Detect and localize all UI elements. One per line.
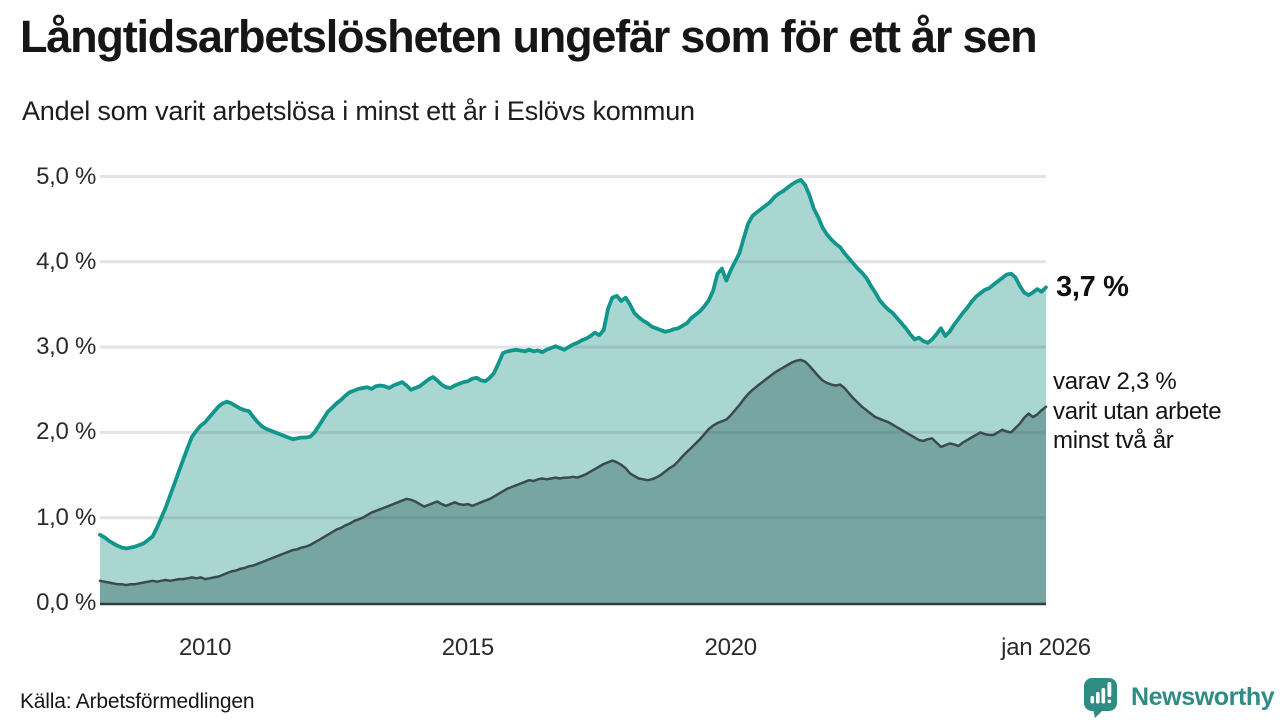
x-tick-label: 2010 bbox=[179, 634, 232, 661]
chart-subtitle: Andel som varit arbetslösa i minst ett å… bbox=[22, 96, 695, 126]
annotation-line: varit utan arbete bbox=[1053, 397, 1222, 425]
series-annotation: varav 2,3 % varit utan arbete minst två … bbox=[1053, 367, 1222, 456]
line-series bbox=[98, 358, 1048, 587]
brand-name: Newsworthy bbox=[1131, 682, 1275, 711]
y-tick-label: 3,0 % bbox=[36, 333, 96, 361]
source-credit: Källa: Arbetsförmedlingen bbox=[20, 690, 255, 713]
annotation-line: varav 2,3 % bbox=[1053, 368, 1177, 395]
y-tick-label: 5,0 % bbox=[36, 162, 96, 190]
y-tick-label: 0,0 % bbox=[36, 589, 96, 616]
y-tick-label: 2,0 % bbox=[36, 418, 96, 446]
y-tick-label: 4,0 % bbox=[36, 247, 96, 275]
annotation-line: minst två år bbox=[1053, 427, 1174, 454]
y-tick-label: 1,0 % bbox=[36, 503, 96, 531]
newsworthy-bubble-chart-icon bbox=[1084, 678, 1117, 718]
x-tick-label: 2015 bbox=[441, 634, 495, 661]
page-title: Långtidsarbetslösheten ungefär som för e… bbox=[20, 11, 1038, 62]
area-series-1 bbox=[100, 359, 1046, 603]
x-tick-label: 2020 bbox=[704, 634, 758, 661]
x-tick-label: jan 2026 bbox=[1001, 634, 1091, 661]
latest-value-label: 3,7 % bbox=[1056, 271, 1129, 303]
newsworthy-logo[interactable]: Newsworthy bbox=[1082, 676, 1275, 718]
line-series bbox=[98, 177, 1048, 551]
